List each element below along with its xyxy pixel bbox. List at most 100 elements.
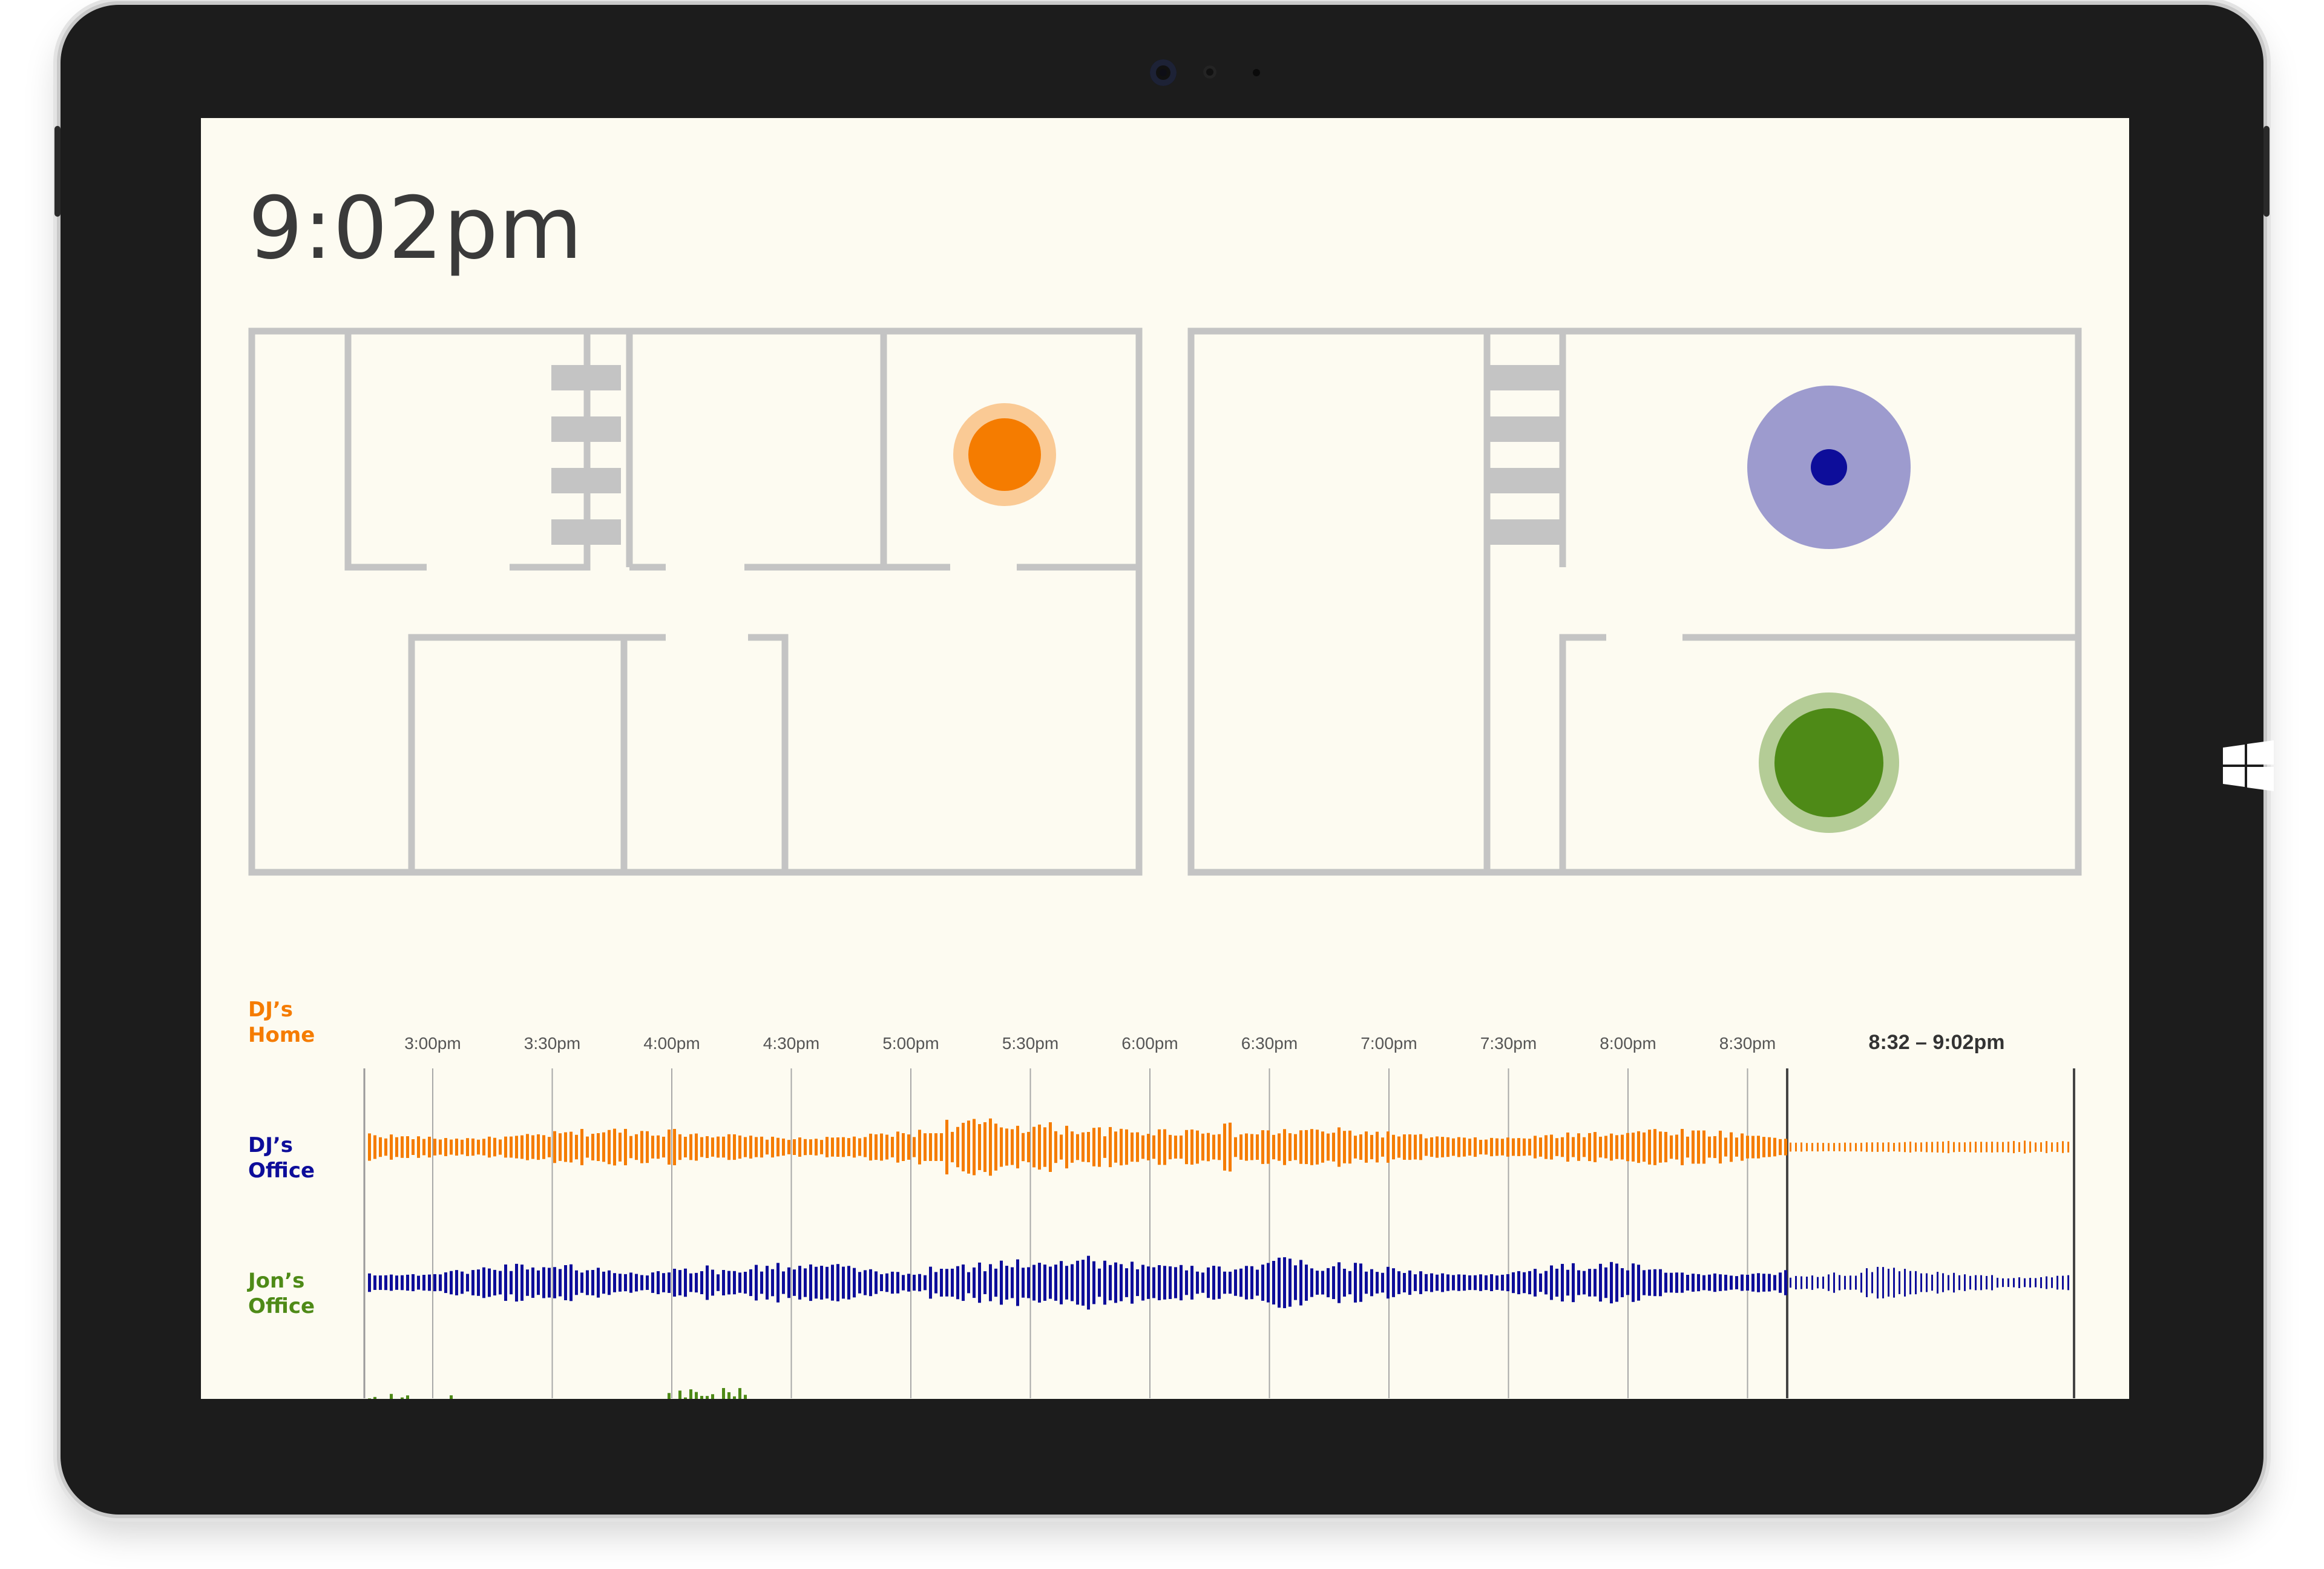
waveform-bar [853,1136,856,1158]
waveform-bar [2002,1142,2004,1153]
waveform-bar [689,1134,692,1160]
waveform-bar [956,1127,959,1168]
waveform-bar [635,1134,638,1160]
waveform-bar [1207,1267,1210,1298]
waveform-bar [951,1131,954,1163]
waveform-bar [1114,1262,1117,1303]
waveform-bar [1022,1268,1025,1298]
waveform-bar [1790,1142,1791,1152]
waveform-bar [597,1268,600,1298]
waveform-bar [564,1132,567,1162]
waveform-bar [1425,1274,1428,1292]
waveform-bar [1207,1133,1210,1162]
waveform-bar [493,1269,496,1296]
waveform-bar [1338,1127,1341,1167]
waveform-bar [537,1134,540,1160]
waveform-bar [1098,1127,1101,1167]
waveform-bar [1054,1265,1057,1301]
waveform-bar [1256,1134,1259,1160]
waveform-bar [1011,1267,1014,1298]
waveform-bar [1741,1133,1744,1161]
waveform-bar [471,1138,474,1156]
waveform-bar [782,1271,785,1294]
waveform-bar [1773,1275,1776,1291]
waveform-bar [847,1138,850,1156]
waveform-bar [1474,1137,1477,1157]
waveform-bar [1229,1271,1232,1294]
waveform-bar [1419,1271,1422,1294]
waveform-bar [1637,1265,1640,1301]
waveform-bar [1359,1263,1362,1302]
waveform-bar [1632,1133,1635,1162]
waveform-bar [1229,1122,1232,1172]
waveform-bar [880,1133,883,1161]
waveform-bar [466,1274,469,1292]
waveform-bar [1784,1270,1787,1295]
waveform-bar [1877,1266,1879,1299]
waveform-bar [1969,1142,1971,1153]
waveform-bar [1948,1140,1949,1154]
waveform-bar [1190,1266,1193,1300]
waveform-bar [2018,1142,2020,1153]
waveform-bar [1054,1131,1057,1163]
waveform-bar [504,1264,507,1301]
waveform-bar [668,1272,671,1293]
waveform-bar [1768,1137,1771,1157]
waveform-bar [493,1137,496,1157]
waveform-bar [896,1131,899,1163]
waveform-bar [1904,1142,1906,1153]
track-label-line1: DJ’s [248,998,294,1022]
activity-timeline[interactable]: 3:00pm 3:30pm 4:00pm 4:30pm 5:00pm 5:30pm 6:00… [201,905,2129,1399]
waveform-bar [913,1137,916,1157]
waveform-bar [1822,1143,1824,1151]
waveform-bar [1136,1269,1139,1297]
waveform-bar [820,1140,823,1154]
waveform-bar [924,1133,927,1161]
waveform-bar [826,1266,829,1299]
waveform-bar [1092,1128,1095,1166]
waveform-bar [1882,1267,1884,1298]
waveform-bar [733,1134,736,1160]
waveform-bar [1022,1133,1025,1162]
waveform-bar [1163,1266,1166,1300]
waveform-bar [1016,1125,1019,1169]
waveform-bar [1501,1139,1504,1156]
waveform-bar [1272,1134,1275,1160]
waveform-bar [1071,1131,1074,1163]
waveform-bar [417,1136,420,1158]
waveform-bar [520,1265,524,1301]
app-screen: 9:02pm [201,118,2129,1399]
waveform-bar [417,1275,420,1290]
waveform-bar [662,1273,665,1292]
waveform-bar [673,1129,676,1165]
waveform-bar [1860,1142,1862,1152]
waveform-bar [640,1131,643,1163]
waveform-bar [526,1269,529,1296]
waveform-bar [1811,1275,1813,1290]
waveform-bar [700,1137,703,1157]
windows-logo-icon[interactable] [2223,740,2274,791]
waveform-bar [657,1135,660,1159]
waveform-bar [1506,1137,1509,1157]
waveform-bar [646,1275,649,1290]
waveform-bar [1697,1274,1700,1292]
waveform-bar [1245,1133,1248,1161]
waveform-bar [1643,1132,1646,1162]
waveform-bar [1746,1136,1749,1159]
waveform-bar [613,1273,616,1292]
waveform-bar [1795,1142,1797,1152]
waveform-bar [1430,1273,1433,1292]
waveform-bar [1806,1276,1808,1289]
waveform-bar [1899,1142,1900,1152]
waveform-bar [1904,1269,1906,1297]
waveform-bar [1495,1138,1498,1156]
waveform-bar [1762,1137,1765,1157]
waveform-bar [450,1139,453,1155]
current-range-label: 8:32 – 9:02pm [1869,1031,2005,1054]
tick-label: 8:00pm [1600,1034,1656,1053]
waveform-bar [1169,1134,1172,1160]
waveform-bar [717,1274,720,1291]
waveform-bar [700,1271,703,1294]
waveform-bar [1283,1129,1286,1165]
tick-label: 7:30pm [1480,1034,1537,1053]
